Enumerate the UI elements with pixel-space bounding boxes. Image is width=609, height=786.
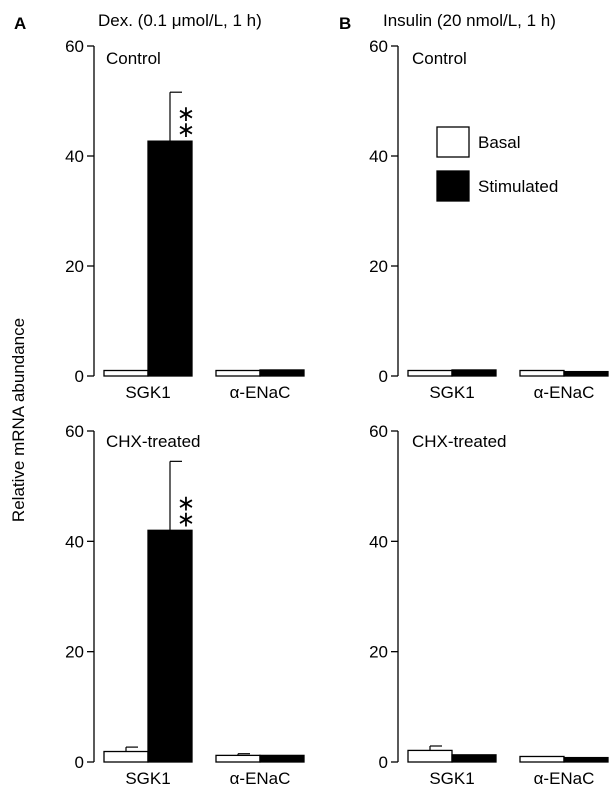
bar-basal-0 [407,749,453,763]
bar-basal-1 [519,755,565,763]
bar-basal-1 [215,369,261,377]
panel-label: Control [106,49,161,68]
bar-stimulated-1 [259,369,305,377]
bar-stimulated-0 [147,529,193,763]
column-title-a: Dex. (0.1 μmol/L, 1 h) [98,11,262,30]
significance-mark: ∗ [177,117,195,142]
category-label-1: α-ENaC [534,769,595,786]
panel-b-bottom: 0 20 40 60 CHX-treated SGK1 α-ENaC [369,422,609,786]
bar-stimulated-1 [563,756,609,763]
legend-label-basal: Basal [478,133,521,152]
y-tick-label-40: 40 [65,147,84,166]
legend-swatch-stimulated [436,170,470,202]
bar-basal-0 [407,369,453,377]
bar-stimulated-0 [451,754,497,763]
y-tick-label-40: 40 [369,532,388,551]
y-tick-label-20: 20 [65,643,84,662]
panel-letter-a: A [14,14,26,33]
y-tick-label-60: 60 [65,422,84,441]
y-tick-label-60: 60 [65,37,84,56]
panel-letter-b: B [339,14,351,33]
bar-basal-0 [103,369,149,377]
legend-label-stimulated: Stimulated [478,177,558,196]
y-tick-label-20: 20 [369,257,388,276]
y-tick-label-0: 0 [379,367,388,386]
panel-a-bottom: 0 20 40 60 CHX-treated SGK1 α-ENaC ∗∗ [65,422,305,786]
y-tick-label-0: 0 [379,753,388,772]
y-tick-label-20: 20 [65,257,84,276]
category-label-1: α-ENaC [230,769,291,786]
column-title-b: Insulin (20 nmol/L, 1 h) [383,11,556,30]
panel-a-top: 0 20 40 60 Control SGK1 α-ENaC ∗∗ [65,37,305,402]
bar-stimulated-0 [147,140,193,377]
category-label-1: α-ENaC [534,383,595,402]
bar-basal-0 [103,750,149,763]
y-tick-label-60: 60 [369,37,388,56]
significance-mark: ∗ [177,101,195,126]
y-axis-label: Relative mRNA abundance [9,318,28,522]
category-label-0: SGK1 [125,769,170,786]
panel-label: Control [412,49,467,68]
bar-basal-1 [215,754,261,763]
significance-mark: ∗ [177,506,195,531]
category-label-0: SGK1 [125,383,170,402]
panel-label: CHX-treated [106,432,200,451]
bar-basal-1 [519,369,565,377]
category-label-0: SGK1 [429,769,474,786]
significance-mark: ∗ [177,490,195,515]
legend-swatch-basal [436,126,470,158]
y-tick-label-20: 20 [369,643,388,662]
legend: Basal Stimulated [436,126,558,202]
bar-stimulated-1 [563,370,609,377]
category-label-0: SGK1 [429,383,474,402]
y-tick-label-60: 60 [369,422,388,441]
panel-b-top: 0 20 40 60 Control SGK1 α-ENaC [369,37,609,402]
y-tick-label-40: 40 [65,532,84,551]
bar-stimulated-1 [259,754,305,763]
y-tick-label-0: 0 [75,367,84,386]
panel-label: CHX-treated [412,432,506,451]
y-tick-label-40: 40 [369,147,388,166]
bar-stimulated-0 [451,369,497,377]
category-label-1: α-ENaC [230,383,291,402]
y-tick-label-0: 0 [75,753,84,772]
